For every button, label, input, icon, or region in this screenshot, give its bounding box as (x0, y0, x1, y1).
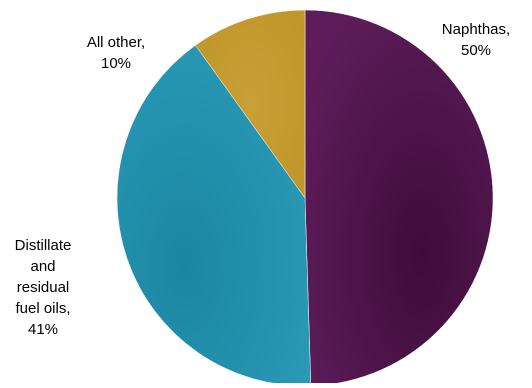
slice-label-all-other: All other, 10% (66, 32, 166, 74)
slice-label-distillate: Distillate and residual fuel oils, 41% (4, 235, 82, 340)
label-line: 10% (100, 55, 132, 72)
label-line: Distillate (14, 237, 72, 254)
pie-slices (116, 9, 494, 387)
pie-slice-distillate (116, 44, 312, 387)
label-line: residual (16, 279, 70, 296)
pie-slice-naphthas (304, 9, 494, 387)
label-line: All other, (86, 34, 146, 51)
slice-label-naphthas: Naphthas, 50% (426, 19, 526, 61)
pie-slice-all-other (195, 9, 306, 199)
label-line: Naphthas, (441, 21, 511, 38)
label-line: fuel oils, (15, 300, 71, 317)
label-line: and (30, 258, 56, 275)
label-line: 50% (460, 42, 492, 59)
label-line: 41% (27, 321, 59, 338)
